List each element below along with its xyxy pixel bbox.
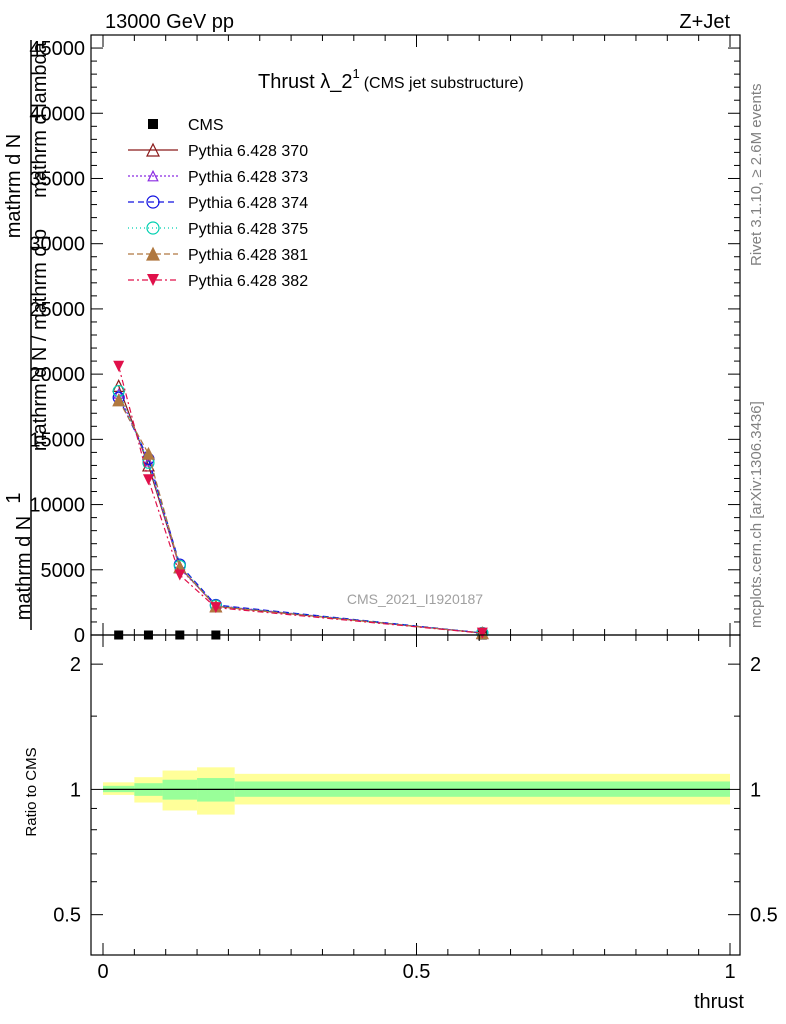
series-line (118, 390, 483, 634)
legend: CMS Pythia 6.428 370 Pythia 6.428 373 Pythi… (128, 117, 308, 290)
legend-entry-label: Pythia 6.428 382 (188, 273, 308, 290)
ylabel-numerator-2: mathrm d N (3, 134, 25, 238)
ratio-ytick-label-right: 2 (750, 654, 761, 676)
main-ytick-label: 10000 (29, 495, 85, 517)
plot-title-main: Thrust λ_2 (258, 71, 352, 93)
ratio-ytick-label-right: 0.5 (750, 905, 778, 927)
legend-entry-label: Pythia 6.428 381 (188, 247, 308, 264)
ratio-ytick-label: 0.5 (53, 905, 81, 927)
ratio-ytick-label-right: 1 (750, 779, 761, 801)
ratio-plot-axes: 0 0.5 1 0.5 0.5 1 1 2 2 (53, 634, 778, 983)
ratio-xtick-label: 1 (724, 961, 735, 983)
xlabel: thrust (694, 991, 744, 1013)
main-ytick-label: 45000 (29, 38, 85, 60)
legend-marker (146, 246, 160, 261)
legend-entry-label: Pythia 6.428 374 (188, 195, 308, 212)
ylabel-denominator-1: mathrm d N / mathrm d p (29, 229, 51, 451)
legend-marker (148, 119, 158, 129)
legend-marker (147, 274, 159, 286)
series-line (118, 399, 483, 634)
data-point (210, 602, 222, 614)
legend-entry-label: Pythia 6.428 370 (188, 143, 308, 160)
plot-title: Thrust λ_21 (CMS jet substructure) (258, 66, 524, 93)
main-ylabel: 1 mathrm d N mathrm d N / mathrm d p mat… (3, 40, 51, 630)
data-point (143, 455, 154, 467)
legend-marker (147, 169, 159, 182)
legend-entry-label: Pythia 6.428 373 (188, 169, 308, 186)
main-ytick-label: 0 (74, 625, 85, 647)
main-ytick-label: 15000 (29, 429, 85, 451)
ratio-bands (103, 767, 731, 815)
ylabel-dp-1: mathrm d N (13, 516, 35, 620)
plot-title-sup: 1 (352, 66, 359, 81)
ylabel-numerator-1: 1 (3, 492, 25, 503)
main-plot-axes: 0 5000 10000 15000 20000 25000 30000 35000 40000… (29, 34, 741, 647)
ratio-frame (90, 634, 741, 956)
mcplots-source-label: mcplots.cern.ch [arXiv:1306.3436] (748, 401, 765, 628)
data-point (141, 446, 155, 460)
data-point (112, 393, 126, 407)
ratio-xtick-label: 0 (97, 961, 108, 983)
data-point (174, 569, 186, 581)
legend-entry-label: CMS (188, 117, 224, 134)
rivet-version-label: Rivet 3.1.10, ≥ 2.6M events (748, 83, 765, 267)
main-ytick-label: 5000 (41, 560, 86, 582)
main-ytick-label: 20000 (29, 364, 85, 386)
ratio-xtick-label: 0.5 (403, 961, 431, 983)
series-line (118, 366, 483, 634)
legend-marker (146, 221, 160, 235)
main-ytick-label: 25000 (29, 299, 85, 321)
main-ytick-label: 30000 (29, 234, 85, 256)
ratio-ytick-label: 2 (70, 654, 81, 676)
data-point (142, 474, 154, 486)
data-point (113, 360, 125, 372)
plot-subtitle: (CMS jet substructure) (364, 75, 524, 92)
ylabel-denominator-2: mathrm d lambda (29, 41, 51, 197)
header-right-text: Z+Jet (679, 11, 730, 33)
legend-entry-label: Pythia 6.428 375 (188, 221, 308, 238)
header-left-text: 13000 GeV pp (105, 11, 234, 33)
legend-marker (146, 195, 160, 209)
data-point (476, 627, 488, 639)
main-ytick-label: 35000 (29, 168, 85, 190)
main-ytick-label: 40000 (29, 103, 85, 125)
ratio-ylabel: Ratio to CMS (23, 747, 40, 836)
ratio-ytick-label: 1 (70, 779, 81, 801)
legend-marker (146, 142, 160, 157)
analysis-watermark: CMS_2021_I1920187 (347, 591, 483, 607)
